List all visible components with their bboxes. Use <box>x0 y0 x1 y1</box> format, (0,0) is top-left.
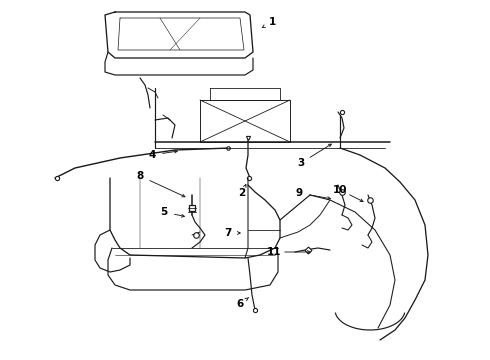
Text: 10: 10 <box>333 185 347 195</box>
Text: 2: 2 <box>238 188 245 198</box>
Text: 3: 3 <box>297 158 305 168</box>
Text: 11: 11 <box>267 247 281 257</box>
Text: 8: 8 <box>136 171 144 181</box>
Text: 4: 4 <box>148 150 156 160</box>
Text: 9: 9 <box>295 188 302 198</box>
Text: 7: 7 <box>224 228 232 238</box>
Text: 5: 5 <box>160 207 168 217</box>
Text: 1: 1 <box>269 17 275 27</box>
Text: 6: 6 <box>236 299 244 309</box>
